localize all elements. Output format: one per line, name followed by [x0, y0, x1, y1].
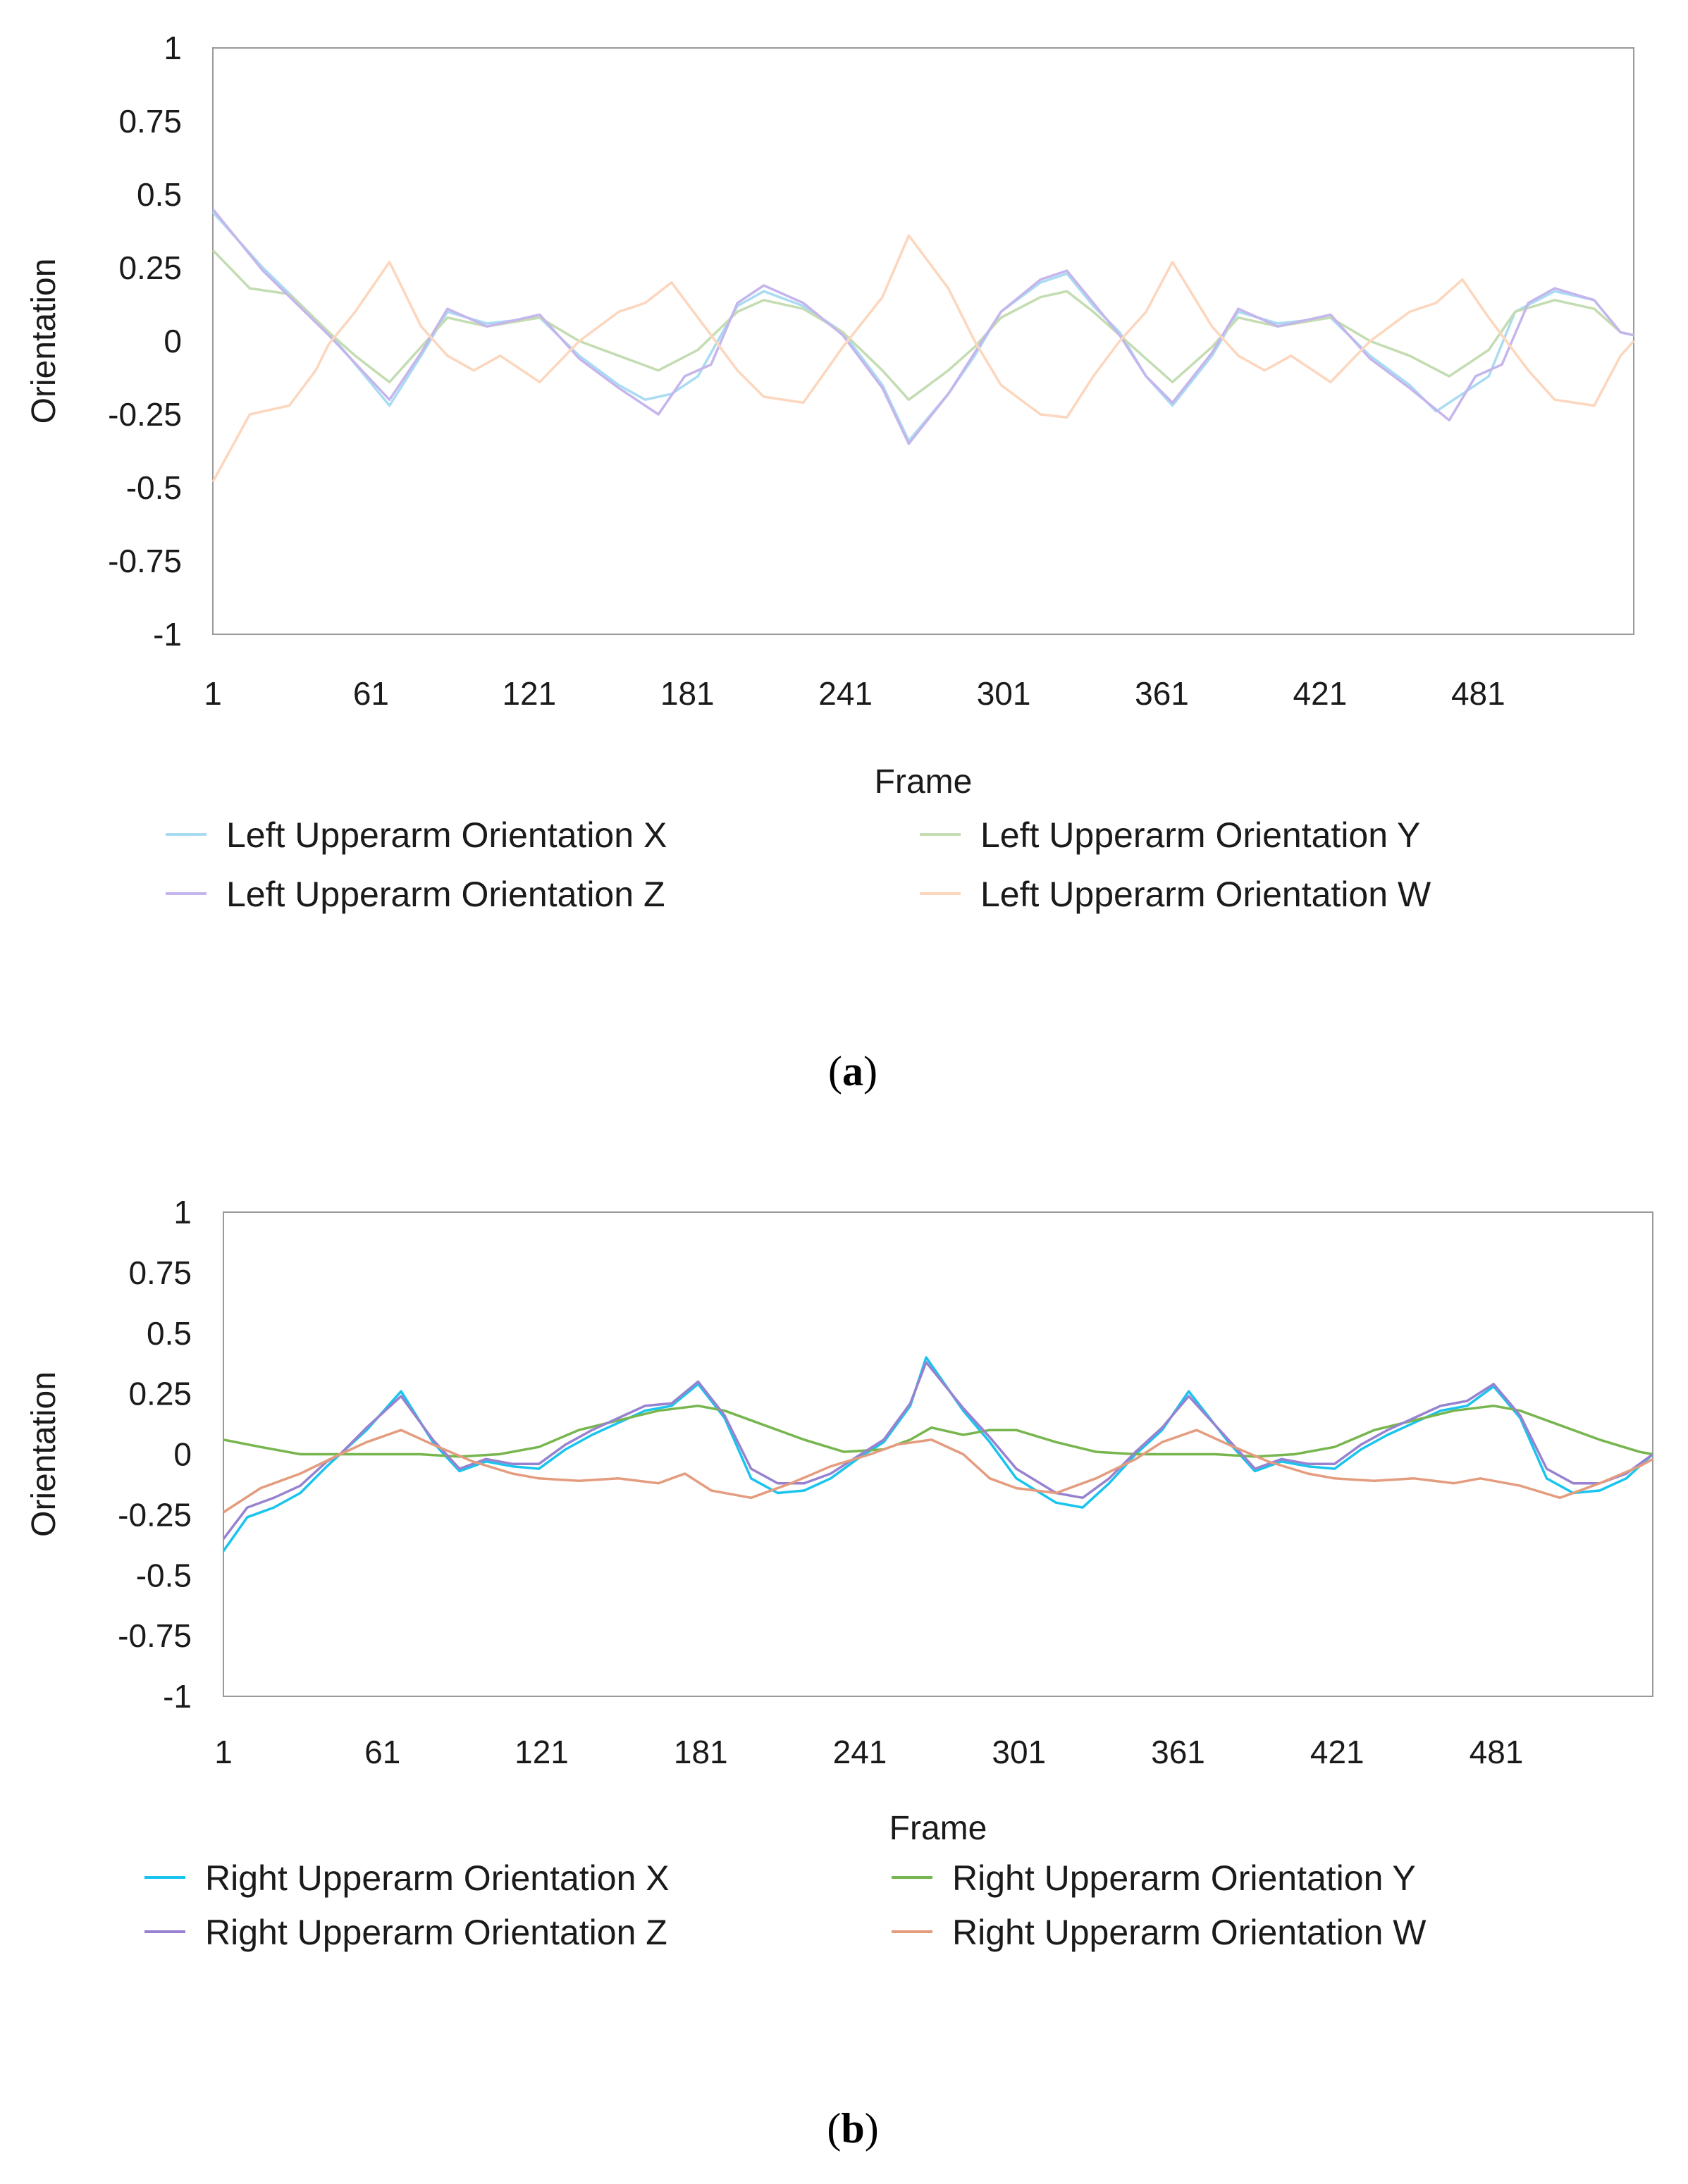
chart-a-x-axis-title: Frame: [875, 763, 973, 801]
chart-b-y-tick-label: 0: [173, 1436, 192, 1473]
chart-a-panel-label: (a): [828, 1048, 877, 1094]
chart-a-legend-entry: Left Upperarm Orientation X: [226, 815, 667, 855]
chart-a-series-line-3: [211, 208, 1634, 445]
chart-b-y-tick-label: -0.5: [136, 1557, 192, 1593]
chart-b-x-tick-label: 421: [1310, 1734, 1364, 1770]
chart-b-legend: Right Upperarm Orientation X Right Uppera…: [144, 1858, 1427, 1952]
chart-a-y-tick-label: 0.25: [118, 249, 182, 286]
chart-b-y-axis-title: Orientation: [25, 1371, 63, 1537]
chart-b-x-tick-label: 181: [674, 1734, 728, 1770]
chart-b-x-tick-label: 1: [214, 1734, 233, 1770]
chart-a-y-tick-label: 0.75: [118, 103, 182, 140]
chart-b-x-tick-label: 481: [1470, 1734, 1524, 1770]
chart-a-series-line-4: [211, 234, 1635, 483]
chart-b-legend-entry: Right Upperarm Orientation Y: [952, 1858, 1416, 1898]
chart-a-y-tick-label: -1: [153, 616, 182, 653]
chart-a-legend-entry: Left Upperarm Orientation Z: [226, 875, 665, 914]
chart-a-legend-entry: Left Upperarm Orientation W: [980, 875, 1431, 914]
chart-a-x-tick-label: 241: [818, 675, 873, 712]
chart-a-y-tick-label: 0: [164, 323, 182, 359]
chart-a-x-tick-label: 301: [977, 675, 1031, 712]
chart-b-y-tick-label: -0.25: [118, 1496, 192, 1533]
chart-b-y-tick-label: 0.5: [147, 1315, 192, 1352]
chart-b-series-line-2: [223, 1405, 1653, 1458]
chart-b-x-tick-label: 301: [992, 1734, 1046, 1770]
chart-panel-b: 1 0.75 0.5 0.25 0 -0.25 -0.5 -0.75 -1 1 61 121 181 24…: [25, 1194, 1654, 2152]
chart-b-x-tick-label: 121: [515, 1734, 569, 1770]
chart-a-y-tick-label: -0.25: [108, 396, 182, 433]
chart-a-y-tick-label: -0.75: [108, 543, 182, 579]
chart-b-legend-entry: Right Upperarm Orientation X: [205, 1858, 670, 1898]
chart-b-y-tick-label: -0.75: [118, 1617, 192, 1654]
chart-b-y-tick-label: 0.25: [128, 1376, 192, 1412]
chart-a-y-tick-label: 0.5: [137, 176, 182, 213]
chart-a-x-tick-label: 421: [1293, 675, 1348, 712]
chart-b-series-line-4: [223, 1429, 1653, 1514]
chart-b-y-tick-label: 1: [173, 1194, 192, 1230]
chart-a-y-axis-title: Orientation: [25, 259, 63, 424]
chart-a-y-tick-label: 1: [164, 30, 182, 66]
chart-a-legend-entry: Left Upperarm Orientation Y: [980, 815, 1420, 855]
chart-panel-a: 1 0.75 0.5 0.25 0 -0.25 -0.5 -0.75 -1 1 61 121 181 24…: [25, 30, 1635, 1094]
chart-b-legend-entry: Right Upperarm Orientation Z: [205, 1913, 667, 1952]
chart-a-x-tick-label: 1: [204, 675, 222, 712]
chart-b-x-tick-label: 61: [364, 1734, 400, 1770]
chart-b-series-line-3: [222, 1361, 1654, 1540]
chart-a-x-tick-label: 61: [353, 675, 389, 712]
chart-b-y-tick-label: -1: [163, 1678, 192, 1715]
chart-a-x-tick-label: 361: [1135, 675, 1189, 712]
chart-a-series-line-2: [211, 249, 1634, 401]
chart-a-x-tick-label: 181: [660, 675, 715, 712]
chart-a-x-tick-label: 121: [502, 675, 556, 712]
chart-a-legend: Left Upperarm Orientation X Left Upperarm…: [166, 815, 1431, 914]
chart-b-x-tick-label: 361: [1151, 1734, 1205, 1770]
chart-b-y-tick-label: 0.75: [128, 1254, 192, 1291]
chart-b-panel-label: (b): [827, 2105, 878, 2152]
chart-b-x-tick-label: 241: [833, 1734, 887, 1770]
chart-b-x-axis-title: Frame: [889, 1810, 987, 1847]
chart-a-x-tick-label: 481: [1451, 675, 1505, 712]
chart-a-y-tick-label: -0.5: [126, 469, 182, 506]
chart-b-legend-entry: Right Upperarm Orientation W: [952, 1913, 1427, 1952]
